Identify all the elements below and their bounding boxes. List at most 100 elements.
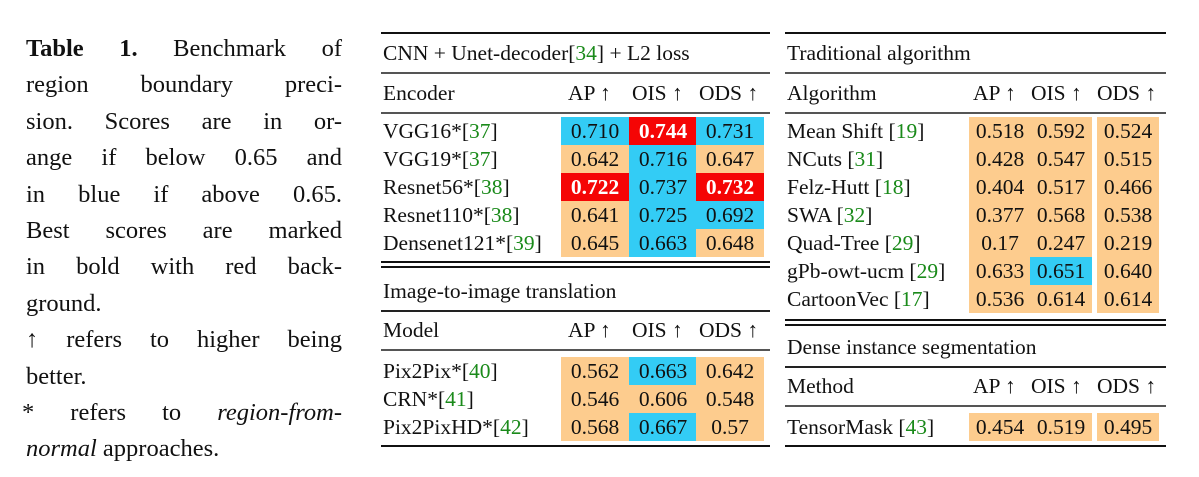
caption-line: in blue if above 0.65. [26, 180, 342, 208]
header-rule [785, 405, 1166, 407]
score-cell-ois: 0.519 [1030, 413, 1092, 441]
row-label: Felz-Hutt [18] [787, 175, 911, 199]
table-row: SWA [32] 0.377 0.568 0.538 [785, 201, 1166, 229]
caption-line: region boundary preci- [26, 71, 342, 99]
score-cell-ap: 0.641 [561, 201, 629, 229]
score-cell-ois: 0.737 [629, 173, 697, 201]
caption-line: ↑ refers to higher being [26, 326, 342, 354]
citation-link[interactable]: 38 [480, 175, 503, 199]
caption-line: normal approaches. [26, 435, 220, 463]
mid-rule [381, 310, 770, 312]
citation-link[interactable]: 38 [490, 203, 513, 227]
top-rule [785, 32, 1166, 34]
row-label: TensorMask [43] [787, 415, 935, 439]
citation-link[interactable]: 17 [901, 287, 923, 311]
bottom-rule [381, 445, 770, 447]
citation-link[interactable]: 31 [854, 147, 877, 171]
double-rule-top [785, 319, 1166, 321]
row-label: Pix2Pix*[40] [383, 359, 498, 383]
score-cell-ods: 0.466 [1097, 173, 1159, 201]
citation-link[interactable]: 37 [469, 119, 491, 143]
row-label: VGG19*[37] [383, 147, 498, 171]
citation-link[interactable]: 19 [895, 119, 918, 143]
section-title-dense-instance: Dense instance segmentation [787, 335, 1037, 359]
table-row: Pix2PixHD*[42] 0.568 0.667 0.57 [381, 413, 770, 441]
table-row: Pix2Pix*[40] 0.562 0.663 0.642 [381, 357, 770, 385]
column-header-method: Method [787, 374, 854, 398]
section-title-cnn: CNN + Unet-decoder[34] + L2 loss [383, 41, 690, 65]
table-row: TensorMask [43] 0.454 0.519 0.495 [785, 413, 1166, 441]
column-header-ods: ODS ↑ [1097, 81, 1157, 105]
score-cell-ois: 0.247 [1030, 229, 1092, 257]
score-cell-ap: 0.645 [561, 229, 629, 257]
citation-link[interactable]: 39 [513, 231, 535, 255]
row-label: Densenet121*[39] [383, 231, 542, 255]
score-cell-ois: 0.592 [1030, 117, 1092, 145]
caption-line: better. [26, 362, 87, 390]
row-label: CartoonVec [17] [787, 287, 930, 311]
header-rule [381, 349, 770, 351]
score-cell-ods: 0.524 [1097, 117, 1159, 145]
mid-rule [381, 72, 770, 74]
caption-line: ange if below 0.65 and [26, 144, 342, 172]
section-title-traditional: Traditional algorithm [787, 41, 971, 65]
citation-link[interactable]: 29 [891, 231, 914, 255]
citation-link[interactable]: 32 [843, 203, 866, 227]
score-cell-ods: 0.640 [1097, 257, 1159, 285]
row-label: CRN*[41] [383, 387, 474, 411]
score-cell-ods: 0.548 [696, 385, 764, 413]
table-caption: Table 1. Benchmark of region boundary pr… [22, 31, 342, 468]
section-title-image-translation: Image-to-image translation [383, 279, 617, 303]
score-cell-ap: 0.642 [561, 145, 629, 173]
table-row: Resnet56*[38] 0.722 0.737 0.732 [381, 173, 770, 201]
score-cell-ois: 0.744 [629, 117, 697, 145]
citation-link[interactable]: 42 [500, 415, 522, 439]
column-header-algorithm: Algorithm [787, 81, 877, 105]
row-label: Resnet110*[38] [383, 203, 520, 227]
header-rule [785, 112, 1166, 114]
double-rule-top [381, 261, 770, 263]
citation-link[interactable]: 37 [469, 147, 491, 171]
score-cell-ods: 0.648 [696, 229, 764, 257]
citation-link[interactable]: 43 [905, 415, 928, 439]
score-cell-ods: 0.732 [696, 173, 764, 201]
score-cell-ap: 0.722 [561, 173, 629, 201]
score-cell-ap: 0.428 [969, 145, 1031, 173]
citation-link[interactable]: 41 [445, 387, 467, 411]
column-header-ois: OIS ↑ [1031, 374, 1082, 398]
caption-label: Table 1. [26, 35, 138, 62]
score-cell-ois: 0.725 [629, 201, 697, 229]
row-label: Mean Shift [19] [787, 119, 925, 143]
caption-line: sion. Scores are in or- [26, 107, 342, 135]
citation-link[interactable]: 40 [469, 359, 491, 383]
citation-link[interactable]: 18 [881, 175, 904, 199]
score-cell-ois: 0.614 [1030, 285, 1092, 313]
column-header-ods: ODS ↑ [699, 318, 759, 342]
score-cell-ois: 0.606 [629, 385, 697, 413]
citation-link[interactable]: 29 [916, 259, 939, 283]
row-label: gPb-owt-ucm [29] [787, 259, 946, 283]
score-cell-ap: 0.562 [561, 357, 629, 385]
score-cell-ap: 0.633 [969, 257, 1031, 285]
column-header-ap: AP ↑ [973, 81, 1016, 105]
column-header-ods: ODS ↑ [699, 81, 759, 105]
column-header-ap: AP ↑ [568, 81, 611, 105]
mid-rule [785, 366, 1166, 368]
table-row: VGG16*[37] 0.710 0.744 0.731 [381, 117, 770, 145]
table-row: CRN*[41] 0.546 0.606 0.548 [381, 385, 770, 413]
caption-line: in bold with red back- [26, 253, 342, 281]
double-rule-bottom [381, 266, 770, 268]
score-cell-ods: 0.495 [1097, 413, 1159, 441]
mid-rule [785, 72, 1166, 74]
column-header-ois: OIS ↑ [632, 318, 683, 342]
top-rule [381, 32, 770, 34]
score-cell-ap: 0.518 [969, 117, 1031, 145]
score-cell-ois: 0.716 [629, 145, 697, 173]
table-right: Traditional algorithm Algorithm AP ↑ OIS… [785, 0, 1166, 477]
score-cell-ods: 0.538 [1097, 201, 1159, 229]
table-row: gPb-owt-ucm [29] 0.633 0.651 0.640 [785, 257, 1166, 285]
citation-link[interactable]: 34 [575, 41, 597, 65]
score-cell-ap: 0.546 [561, 385, 629, 413]
table-row: CartoonVec [17] 0.536 0.614 0.614 [785, 285, 1166, 313]
score-cell-ois: 0.568 [1030, 201, 1092, 229]
